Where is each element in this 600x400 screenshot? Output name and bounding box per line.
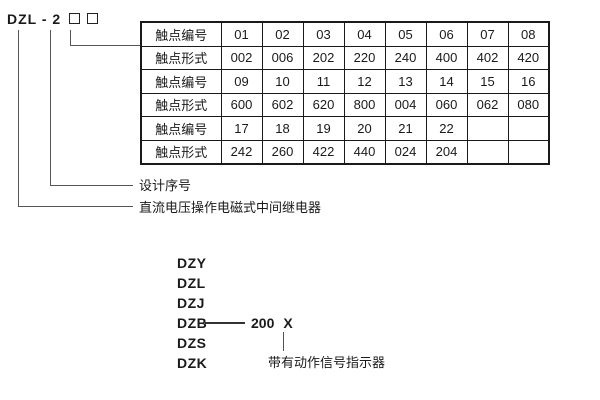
design-serial-label: 设计序号 [139,178,192,193]
row-label: 触点形式 [140,45,222,70]
callout-line-design-serial-vertical [50,30,51,186]
callout-line-contact-table-vertical [70,30,71,46]
contact-cell: 08 [507,21,550,47]
series-item-label: DZJ [177,295,205,311]
callout-line-relay-type-horizontal [18,206,133,207]
contact-cell: 19 [302,116,345,141]
contact-cell: 07 [466,21,509,47]
contact-cell: 800 [343,92,386,117]
contact-cell: 024 [384,139,427,165]
table-row: 触点形式 002 006 202 220 240 400 402 420 [140,45,550,70]
callout-line-contact-table-horizontal [70,45,140,46]
contact-cell: 10 [261,69,304,94]
contact-cell: 03 [302,21,345,47]
series-item-label: DZS [177,335,207,351]
contact-cell: 260 [261,139,304,165]
row-label: 触点编号 [140,21,222,47]
contact-cell: 062 [466,92,509,117]
contact-cell: 002 [220,45,263,70]
contact-cell [466,116,509,141]
model-code: DZL - 2 [7,11,99,27]
series-item-label: DZB [177,315,208,331]
contact-cell: 01 [220,21,263,47]
contact-cell: 14 [425,69,468,94]
row-label: 触点形式 [140,139,222,165]
contact-cell: 242 [220,139,263,165]
table-row: 触点编号 17 18 19 20 21 22 [140,116,550,141]
contact-table: 触点编号 01 02 03 04 05 06 07 08 触点形式 002 006 202 220 240 4… [140,21,550,165]
contact-cell: 004 [384,92,427,117]
model-code-text: DZL - 2 [7,11,62,27]
row-label: 触点形式 [140,92,222,117]
table-row: 触点编号 01 02 03 04 05 06 07 08 [140,21,550,47]
contact-cell: 006 [261,45,304,70]
contact-cell: 420 [507,45,550,70]
contact-cell: 600 [220,92,263,117]
series-item-dzs: DZS [177,333,207,353]
relay-type-label: 直流电压操作电磁式中间继电器 [139,200,322,215]
table-row: 触点编号 09 10 11 12 13 14 15 16 [140,69,550,94]
callout-line-relay-type-vertical [18,30,19,206]
contact-table-body: 触点编号 01 02 03 04 05 06 07 08 触点形式 002 006 202 220 240 4… [140,21,550,165]
contact-cell: 22 [425,116,468,141]
contact-cell: 20 [343,116,386,141]
placeholder-boxes [67,11,99,27]
series-item-dzk: DZK [177,353,207,373]
dzb-value-variable: X [283,315,293,331]
contact-cell [507,116,550,141]
series-item-dzb: DZB [177,313,207,333]
contact-cell: 05 [384,21,427,47]
contact-cell: 17 [220,116,263,141]
dzb-connector-line [205,322,245,324]
contact-cell: 204 [425,139,468,165]
contact-cell: 15 [466,69,509,94]
dzb-value-number: 200 [251,315,275,331]
contact-cell: 04 [343,21,386,47]
contact-cell: 09 [220,69,263,94]
contact-cell: 18 [261,116,304,141]
contact-cell: 21 [384,116,427,141]
indicator-note: 带有动作信号指示器 [268,355,386,370]
callout-line-design-serial-horizontal [50,185,133,186]
contact-cell: 422 [302,139,345,165]
contact-cell: 202 [302,45,345,70]
series-item-dzl: DZL [177,273,206,293]
contact-cell: 16 [507,69,550,94]
contact-cell: 620 [302,92,345,117]
table-row: 触点形式 600 602 620 800 004 060 062 080 [140,92,550,117]
contact-cell: 02 [261,21,304,47]
table-row: 触点形式 242 260 422 440 024 204 [140,139,550,165]
contact-cell: 402 [466,45,509,70]
placeholder-box-2 [87,13,99,24]
contact-cell: 220 [343,45,386,70]
contact-cell: 400 [425,45,468,70]
dzb-value: 200 X [251,313,293,333]
series-item-label: DZK [177,355,208,371]
contact-cell [466,139,509,165]
series-item-label: DZY [177,255,207,271]
contact-cell: 060 [425,92,468,117]
contact-cell: 12 [343,69,386,94]
contact-cell: 13 [384,69,427,94]
series-item-label: DZL [177,275,206,291]
contact-cell: 080 [507,92,550,117]
row-label: 触点编号 [140,116,222,141]
series-item-dzy: DZY [177,253,207,273]
placeholder-box-1 [69,13,81,24]
contact-cell: 602 [261,92,304,117]
series-item-dzj: DZJ [177,293,205,313]
contact-cell [507,139,550,165]
indicator-connector-line [283,332,284,351]
contact-cell: 11 [302,69,345,94]
contact-cell: 440 [343,139,386,165]
contact-cell: 06 [425,21,468,47]
row-label: 触点编号 [140,69,222,94]
contact-cell: 240 [384,45,427,70]
